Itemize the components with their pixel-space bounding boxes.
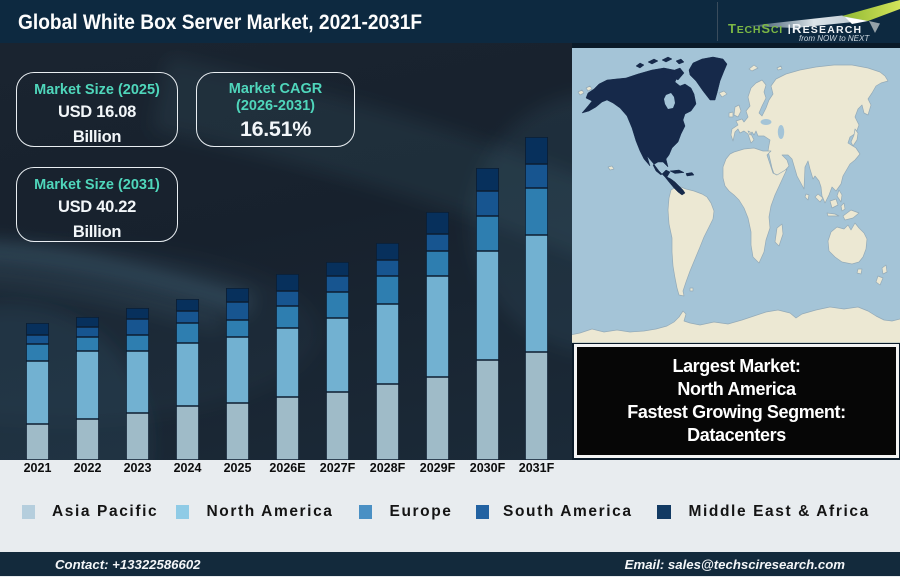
svg-text:from NOW to NEXT: from NOW to NEXT xyxy=(799,34,870,43)
svg-text:TECHSCI: TECHSCI xyxy=(728,21,783,36)
svg-text:RESEARCH: RESEARCH xyxy=(792,21,862,36)
